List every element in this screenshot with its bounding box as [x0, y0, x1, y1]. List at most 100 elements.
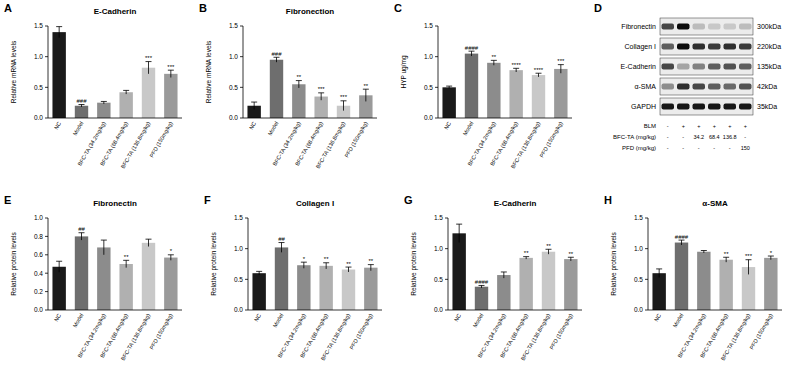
blot-panel: DFibronectin300kDaCollagen I220kDaE-Cadh… — [594, 2, 781, 151]
error-line — [103, 240, 104, 255]
bar — [270, 60, 283, 118]
y-tick — [445, 218, 448, 219]
panel: BFibronectionRelative mRNA levels0.00.51… — [199, 2, 377, 169]
y-axis — [438, 26, 439, 118]
bar — [164, 258, 177, 310]
significance: ** — [491, 54, 496, 60]
error-cap — [446, 86, 452, 87]
error-cap — [479, 285, 485, 286]
error-cap — [79, 232, 85, 233]
panel: Hα-SMARelative protein levels0.00.51.01.… — [604, 194, 782, 361]
y-tick-label: 0.5 — [229, 84, 238, 91]
x-tick-label: BFC-TA (136.8mg/kg) — [120, 312, 152, 361]
band — [724, 84, 737, 90]
condition-label: BLM — [644, 123, 656, 129]
error-bar — [274, 57, 280, 62]
error-bar — [251, 102, 257, 109]
y-tick-label: 1.0 — [434, 245, 443, 252]
panel: EFibronectinRelative protein levels0.00.… — [4, 194, 182, 361]
size-label: 42kDa — [757, 83, 777, 90]
x-tick-label: NC — [443, 120, 452, 130]
band — [708, 44, 721, 50]
significance: ** — [363, 83, 368, 89]
y-tick-label: 0.0 — [634, 306, 643, 313]
x-tick-label: PFD (150mg/kg) — [348, 312, 373, 350]
condition-value: 150 — [741, 145, 750, 151]
size-label: 135kDa — [757, 63, 781, 70]
error-cap — [346, 267, 352, 268]
y-tick — [45, 291, 48, 292]
error-cap — [568, 257, 574, 258]
error-cap — [723, 257, 729, 258]
marks — [252, 243, 377, 310]
significance: ** — [324, 256, 329, 262]
error-bar — [256, 271, 262, 275]
y-label: Relative protein levels — [210, 231, 218, 295]
error-cap — [536, 73, 542, 74]
error-bar — [679, 240, 685, 245]
error-bar — [56, 261, 62, 272]
error-line — [348, 267, 349, 272]
error-bar — [501, 272, 507, 278]
error-cap — [256, 271, 262, 272]
error-line — [170, 255, 171, 261]
y-tick — [645, 279, 648, 280]
error-cap — [56, 261, 62, 262]
significance: **** — [511, 62, 521, 68]
band — [662, 24, 675, 30]
condition-label: PFD (mg/kg) — [622, 145, 656, 151]
marks — [52, 27, 177, 118]
y-tick — [245, 248, 248, 249]
band — [724, 104, 737, 110]
x-tick-label: PFD (150mg/kg) — [343, 120, 368, 158]
error-line — [459, 224, 460, 242]
error-line — [276, 57, 277, 62]
significance: ### — [76, 98, 87, 104]
bar — [509, 70, 522, 118]
y-label: HYP ug/mg — [400, 55, 408, 89]
error-line — [770, 256, 771, 260]
error-bar — [558, 65, 564, 74]
bar — [75, 106, 88, 118]
y-tick-label: 0.0 — [34, 306, 43, 313]
significance: ## — [278, 236, 285, 242]
marks — [442, 51, 567, 118]
x-tick-label: PFD (150mg/kg) — [148, 312, 173, 350]
size-label: 220kDa — [757, 43, 781, 50]
error-bar — [301, 262, 307, 268]
bar — [142, 243, 155, 310]
y-tick-label: 1.5 — [234, 214, 243, 221]
x-axis — [48, 118, 182, 119]
y-tick-label: 1.0 — [424, 53, 433, 60]
significance: ## — [78, 226, 85, 232]
panel-letter: D — [594, 2, 602, 14]
error-bar — [568, 257, 574, 261]
x-tick-label: NC — [248, 120, 257, 130]
error-cap — [558, 64, 564, 65]
error-bar — [79, 233, 85, 240]
y-tick — [435, 56, 438, 57]
error-bar — [491, 60, 497, 65]
x-tick-label: NC — [253, 312, 262, 322]
y-tick — [45, 56, 48, 57]
band — [739, 84, 752, 90]
condition-value: 136.8 — [723, 134, 737, 140]
x-axis — [448, 310, 582, 311]
y-tick-label: 0.5 — [234, 276, 243, 283]
x-tick-label: PFD (150mg/kg) — [148, 120, 173, 158]
error-bar — [168, 70, 174, 77]
y-tick — [245, 218, 248, 219]
bar — [142, 68, 155, 118]
title: α-SMA — [702, 199, 728, 208]
error-bar — [523, 257, 529, 259]
band — [677, 44, 690, 50]
band — [662, 64, 675, 70]
size-label: 35kDa — [757, 103, 777, 110]
bar — [542, 252, 555, 310]
error-line — [343, 101, 344, 111]
error-line — [321, 93, 322, 100]
x-axis — [48, 310, 182, 311]
y-axis — [48, 26, 49, 118]
error-bar — [469, 51, 475, 56]
bar — [452, 233, 465, 310]
